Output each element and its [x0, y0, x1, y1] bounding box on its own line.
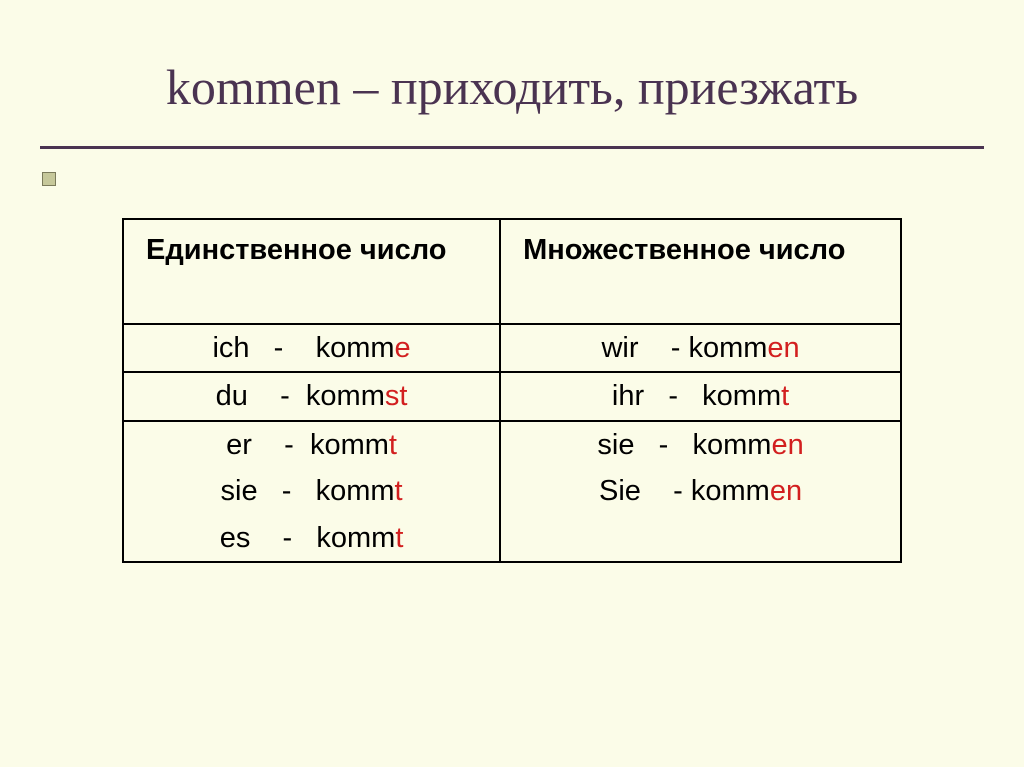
- header-singular: Единственное число: [123, 219, 500, 324]
- cell-sie-Sie: sie - kommen Sie - kommen: [500, 421, 901, 562]
- cell-du: du - kommst: [123, 372, 500, 420]
- pronoun: du: [216, 380, 248, 412]
- cell-er-sie-es: er - kommt sie - kommt es - kommt: [123, 421, 500, 562]
- sep: -: [250, 332, 316, 364]
- bullet-icon: [42, 172, 56, 186]
- cell-ich: ich - komme: [123, 324, 500, 372]
- conj-line: wir - kommen: [501, 325, 900, 371]
- sep: -: [634, 429, 692, 461]
- pronoun: sie: [597, 429, 634, 461]
- pronoun: ich: [212, 332, 249, 364]
- suffix: en: [771, 429, 803, 461]
- stem: komm: [688, 332, 767, 364]
- pronoun: wir: [601, 332, 638, 364]
- suffix: st: [385, 380, 408, 412]
- table-row: du - kommst ihr - kommt: [123, 372, 901, 420]
- pronoun: er: [226, 429, 252, 461]
- table-header-row: Единственное число Множественное число: [123, 219, 901, 324]
- pronoun: ihr: [612, 380, 644, 412]
- stem: komm: [310, 429, 389, 461]
- table-row: er - kommt sie - kommt es - kommt sie - …: [123, 421, 901, 562]
- conj-line: sie - kommt: [124, 468, 499, 514]
- sep: -: [258, 475, 316, 507]
- sep: -: [638, 332, 688, 364]
- suffix: t: [389, 429, 397, 461]
- suffix: en: [770, 475, 802, 507]
- header-plural: Множественное число: [500, 219, 901, 324]
- stem: komm: [702, 380, 781, 412]
- pronoun: es: [220, 522, 251, 554]
- pronoun: Sie: [599, 475, 641, 507]
- suffix: en: [767, 332, 799, 364]
- sep: -: [248, 380, 306, 412]
- sep: -: [250, 522, 316, 554]
- conjugation-table: Единственное число Множественное число i…: [122, 218, 902, 563]
- cell-wir: wir - kommen: [500, 324, 901, 372]
- sep: -: [644, 380, 702, 412]
- suffix: t: [395, 522, 403, 554]
- suffix: t: [395, 475, 403, 507]
- conj-line: ich - komme: [124, 325, 499, 371]
- cell-ihr: ihr - kommt: [500, 372, 901, 420]
- conj-line: es - kommt: [124, 515, 499, 561]
- suffix: t: [781, 380, 789, 412]
- sep: -: [252, 429, 310, 461]
- conj-line: ihr - kommt: [501, 373, 900, 419]
- conj-line: du - kommst: [124, 373, 499, 419]
- stem: komm: [316, 475, 395, 507]
- stem: komm: [692, 429, 771, 461]
- suffix: e: [395, 332, 411, 364]
- conj-line: sie - kommen: [501, 422, 900, 468]
- conj-line: er - kommt: [124, 422, 499, 468]
- pronoun: sie: [221, 475, 258, 507]
- stem: komm: [691, 475, 770, 507]
- title-underline: [40, 146, 984, 149]
- conj-line: Sie - kommen: [501, 468, 900, 514]
- table-row: ich - komme wir - kommen: [123, 324, 901, 372]
- sep: -: [641, 475, 691, 507]
- title-wrap: kommen – приходить, приезжать: [0, 58, 1024, 116]
- page-title: kommen – приходить, приезжать: [166, 59, 858, 115]
- slide: kommen – приходить, приезжать Единственн…: [0, 0, 1024, 767]
- stem: komm: [316, 332, 395, 364]
- stem: komm: [306, 380, 385, 412]
- stem: komm: [316, 522, 395, 554]
